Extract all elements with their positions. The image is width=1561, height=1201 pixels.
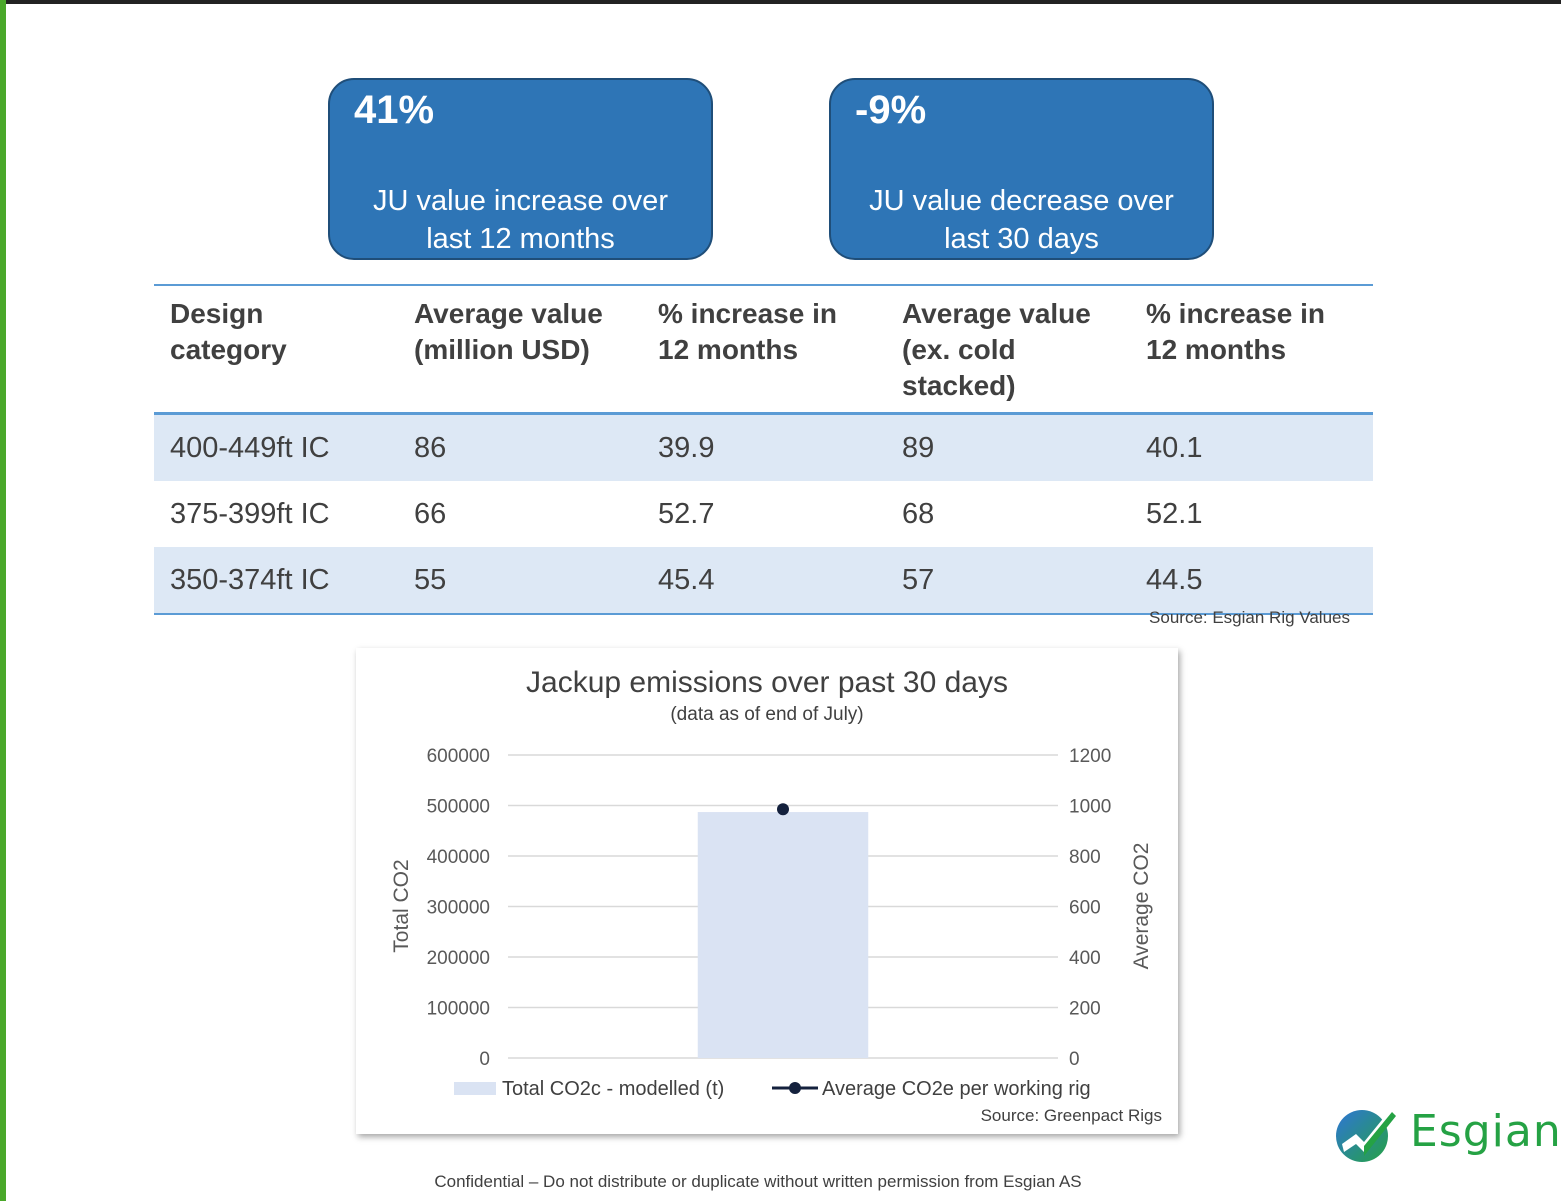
y-tick-label: 500000 (427, 797, 490, 818)
chart-source: Source: Greenpact Rigs (980, 1106, 1162, 1125)
table-header-row: Design category Average value (million U… (154, 284, 1373, 415)
top-border (0, 0, 1561, 4)
point-average-co2e (777, 803, 789, 816)
y-tick-label: 300000 (427, 898, 490, 919)
header-average-value-ex-cold: Average value (ex. cold stacked) (886, 284, 1130, 415)
header-line: % increase in (1146, 298, 1325, 329)
kpi-value: 41% (354, 88, 435, 132)
logo-text: Esgian (1410, 1106, 1561, 1157)
y2-tick-label: 1200 (1069, 746, 1111, 767)
table-cell: 400-449ft IC (154, 413, 398, 481)
chart-title: Jackup emissions over past 30 days (526, 666, 1008, 699)
header-line: Average value (902, 298, 1091, 329)
table-source: Source: Esgian Rig Values (1149, 608, 1350, 627)
header-design-category: Design category (154, 284, 398, 415)
header-line: (million USD) (414, 334, 590, 365)
y2-tick-label: 200 (1069, 999, 1101, 1020)
y2-tick-label: 600 (1069, 898, 1101, 919)
table-cell: 55 (398, 547, 642, 615)
rig-values-table: Design category Average value (million U… (154, 284, 1373, 615)
header-increase-12-months: % increase in 12 months (642, 284, 886, 415)
y2-axis-title: Average CO2 (1130, 843, 1153, 970)
y2-tick-label: 800 (1069, 847, 1101, 868)
header-line: 12 months (658, 334, 799, 365)
header-line: Average value (414, 298, 603, 329)
table-cell: 40.1 (1130, 413, 1373, 481)
header-line: category (170, 334, 287, 365)
table-cell: 39.9 (642, 413, 886, 481)
header-line: Design (170, 298, 264, 329)
kpi-desc-line: last 12 months (426, 223, 615, 255)
y-tick-label: 600000 (427, 746, 490, 767)
kpi-description: JU value decrease over last 30 days (831, 182, 1212, 258)
kpi-card-30-days: -9% JU value decrease over last 30 days (829, 78, 1214, 260)
esgian-check-icon (1336, 1110, 1396, 1162)
confidential-footer: Confidential – Do not distribute or dupl… (434, 1172, 1082, 1191)
y2-tick-label: 1000 (1069, 797, 1111, 818)
header-line: (ex. cold (902, 334, 1016, 365)
y2-tick-label: 0 (1069, 1049, 1080, 1070)
header-line: % increase in (658, 298, 837, 329)
kpi-description: JU value increase over last 12 months (330, 182, 711, 258)
table-cell: 44.5 (1130, 547, 1373, 615)
legend-label-average-co2e: Average CO2e per working rig (822, 1078, 1091, 1100)
y2-tick-label: 400 (1069, 948, 1101, 969)
esgian-logo: Esgian (1334, 1104, 1561, 1170)
y-axis-title: Total CO2 (390, 859, 413, 952)
legend-swatch-total-co2 (454, 1082, 496, 1095)
table-cell: 57 (886, 547, 1130, 615)
table-cell: 89 (886, 413, 1130, 481)
table-cell: 45.4 (642, 547, 886, 615)
header-increase-12-months-ex-cold: % increase in 12 months (1130, 284, 1373, 415)
header-line: stacked) (902, 370, 1016, 401)
table-cell: 52.7 (658, 497, 715, 530)
header-line: 12 months (1146, 334, 1287, 365)
y-tick-label: 0 (479, 1049, 490, 1070)
y-tick-label: 200000 (427, 948, 490, 969)
table-row: 375-399ft IC 66 52.7 68 52.1 (154, 481, 1373, 547)
kpi-desc-line: last 30 days (944, 223, 1099, 255)
table-cell: 375-399ft IC (170, 497, 330, 530)
bar-total-co2 (697, 812, 869, 1058)
y-tick-label: 400000 (427, 847, 490, 868)
emissions-chart: Jackup emissions over past 30 days (data… (356, 648, 1178, 1134)
kpi-desc-line: JU value increase over (373, 185, 668, 217)
table-row: 350-374ft IC 55 45.4 57 44.5 (154, 547, 1373, 615)
legend-marker-average-co2e (789, 1082, 801, 1094)
kpi-desc-line: JU value decrease over (869, 185, 1174, 217)
left-accent-bar (0, 0, 6, 1201)
y-tick-label: 100000 (427, 999, 490, 1020)
chart-subtitle: (data as of end of July) (670, 704, 864, 725)
table-cell: 86 (398, 413, 642, 481)
header-average-value: Average value (million USD) (398, 284, 642, 415)
chart-plot: 0 100000 200000 300000 400000 500000 600000 0 20… (390, 746, 1153, 1100)
kpi-card-12-months: 41% JU value increase over last 12 month… (328, 78, 713, 260)
table-cell: 68 (902, 497, 935, 530)
legend-label-total-co2: Total CO2c - modelled (t) (502, 1078, 724, 1100)
table-row: 400-449ft IC 86 39.9 89 40.1 (154, 413, 1373, 481)
table-cell: 350-374ft IC (154, 547, 398, 615)
table-cell: 52.1 (1146, 497, 1203, 530)
table-cell: 66 (414, 497, 447, 530)
kpi-value: -9% (855, 88, 927, 132)
